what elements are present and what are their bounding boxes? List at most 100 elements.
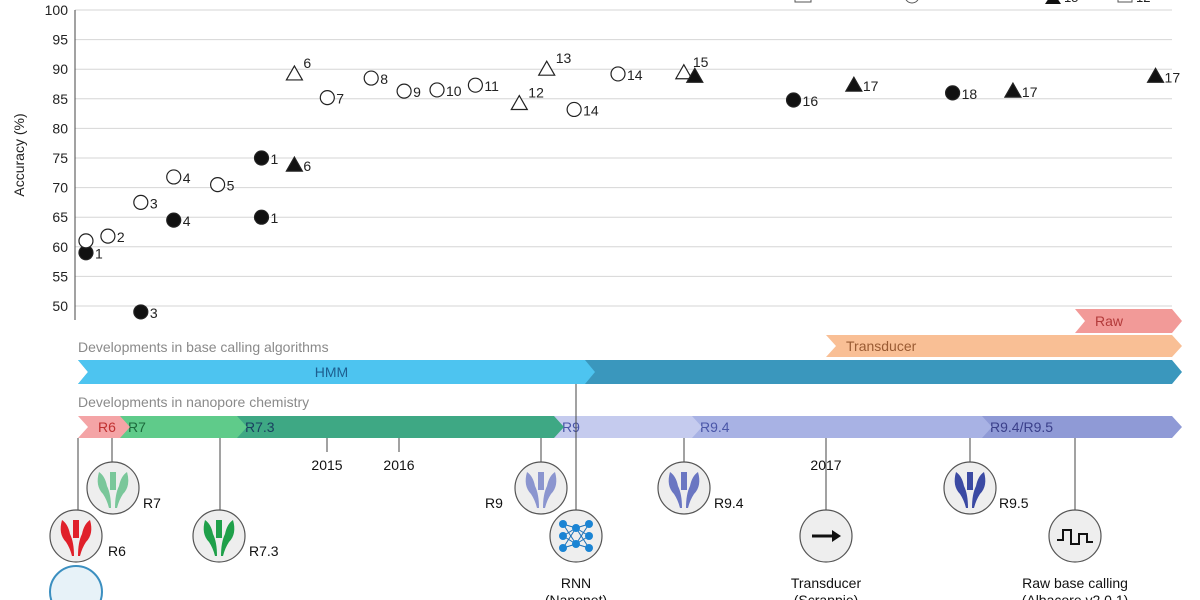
- data-label: 1: [270, 151, 278, 167]
- data-point: [467, 77, 484, 93]
- chemistry-heading: Developments in nanopore chemistry: [78, 394, 309, 410]
- data-label: 8: [380, 71, 388, 87]
- data-point: [285, 64, 304, 81]
- band-raw: [1075, 309, 1182, 333]
- band-r9-label: R9: [562, 419, 580, 435]
- data-label: 1: [270, 210, 278, 226]
- legend-open-circle-marker: [905, 0, 919, 4]
- r7-pore-icon: [86, 461, 140, 515]
- raw-signal-icon: [1048, 509, 1102, 563]
- data-label: 4: [183, 170, 191, 186]
- timeline-year-ticks: 2015 2016 2017: [311, 438, 842, 473]
- legend-open-square-marker: [1117, 0, 1133, 3]
- data-point: [566, 101, 582, 118]
- data-point: [944, 85, 961, 101]
- data-label: 9: [413, 84, 421, 100]
- data-point: [537, 59, 556, 76]
- band-transducer: [826, 335, 1182, 357]
- data-point: [253, 209, 270, 225]
- data-label: 3: [150, 305, 158, 321]
- gridlines: [74, 9, 1172, 320]
- y-tick-label: 85: [52, 91, 68, 107]
- data-label: 13: [556, 50, 572, 66]
- y-tick-label: 50: [52, 298, 68, 314]
- data-label: 6: [303, 158, 311, 174]
- band-r7-label: R7: [128, 419, 146, 435]
- band-raw-label: Raw: [1095, 313, 1124, 329]
- data-label: 6: [303, 55, 311, 71]
- y-tick-label: 65: [52, 209, 68, 225]
- data-label: 17: [1165, 69, 1181, 85]
- year-label: 2016: [383, 457, 414, 473]
- legend-filled-triangle-marker: [1045, 0, 1061, 4]
- legend-label-12: 12: [1136, 0, 1150, 5]
- data-point: [100, 228, 116, 244]
- callout-label: R7: [143, 495, 161, 511]
- band-r9-4-r9-5-label: R9.4/R9.5: [990, 419, 1053, 435]
- callout-label: R9.5: [999, 495, 1029, 511]
- r-pore-cutoff-icon: [49, 565, 103, 600]
- data-label: 18: [962, 86, 978, 102]
- callout-sublabel: (Scrappie): [794, 592, 859, 600]
- y-tick-label: 90: [52, 61, 68, 77]
- data-point: [674, 63, 693, 80]
- y-tick-label: 80: [52, 120, 68, 136]
- callout-label: Raw base calling: [1022, 575, 1128, 591]
- callout-label: RNN: [561, 575, 591, 591]
- band-r6: [78, 416, 130, 438]
- band-hmm: [78, 360, 595, 384]
- data-point: [1146, 67, 1165, 83]
- callout-label: R9.4: [714, 495, 744, 511]
- r9-5-pore-icon: [943, 461, 997, 515]
- legend-fragment: 15 12: [794, 0, 1150, 5]
- algorithms-heading: Developments in base calling algorithms: [78, 339, 329, 355]
- callout-label: R9: [485, 495, 503, 511]
- data-label: 11: [484, 78, 499, 94]
- y-tick-label: 95: [52, 32, 68, 48]
- data-point: [785, 92, 802, 108]
- year-label: 2015: [311, 457, 342, 473]
- data-point: [133, 194, 149, 210]
- legend-label-15: 15: [1064, 0, 1078, 5]
- algorithm-bands: RNNHMMTransducerRaw: [78, 309, 1182, 384]
- y-tick-label: 75: [52, 150, 68, 166]
- band-r9: [542, 416, 702, 438]
- y-tick-label: 100: [45, 2, 69, 18]
- band-r9-4-label: R9.4: [700, 419, 730, 435]
- data-point: [166, 212, 182, 228]
- data-label: 2: [117, 229, 125, 245]
- r9-pore-icon: [514, 461, 568, 515]
- data-point: [685, 67, 704, 83]
- data-label: 15: [693, 54, 709, 70]
- data-label: 10: [446, 83, 462, 99]
- band-r9-4: [680, 416, 992, 438]
- data-label: 7: [336, 91, 344, 107]
- data-label: 17: [863, 78, 879, 94]
- r9-4-pore-icon: [657, 461, 711, 515]
- data-point: [253, 150, 270, 166]
- data-label: 14: [583, 102, 599, 118]
- data-label: 1: [95, 246, 103, 262]
- data-label: 3: [150, 195, 158, 211]
- data-point: [166, 169, 182, 185]
- data-label: 17: [1022, 84, 1038, 100]
- data-point: [363, 70, 379, 86]
- arrow-right-icon: [799, 509, 853, 563]
- data-point: [133, 304, 149, 320]
- data-point: [78, 233, 94, 249]
- data-point: [1003, 81, 1022, 98]
- band-r7: [108, 416, 247, 438]
- callout-label: R6: [108, 543, 126, 559]
- band-r6-label: R6: [98, 419, 116, 435]
- callout-label: Transducer: [791, 575, 862, 591]
- y-tick-label: 60: [52, 239, 68, 255]
- r6-pore-icon: [49, 509, 103, 563]
- callout-label: R7.3: [249, 543, 279, 559]
- data-label: 12: [528, 85, 544, 101]
- data-point: [844, 75, 863, 92]
- data-point: [510, 94, 529, 111]
- y-tick-label: 55: [52, 268, 68, 284]
- callouts: R6 R7 R7.3 R9 RNN(Nanonet) R9.4 Transducer(Scr…: [49, 384, 1128, 600]
- callout-sublabel: (Nanonet): [545, 592, 607, 600]
